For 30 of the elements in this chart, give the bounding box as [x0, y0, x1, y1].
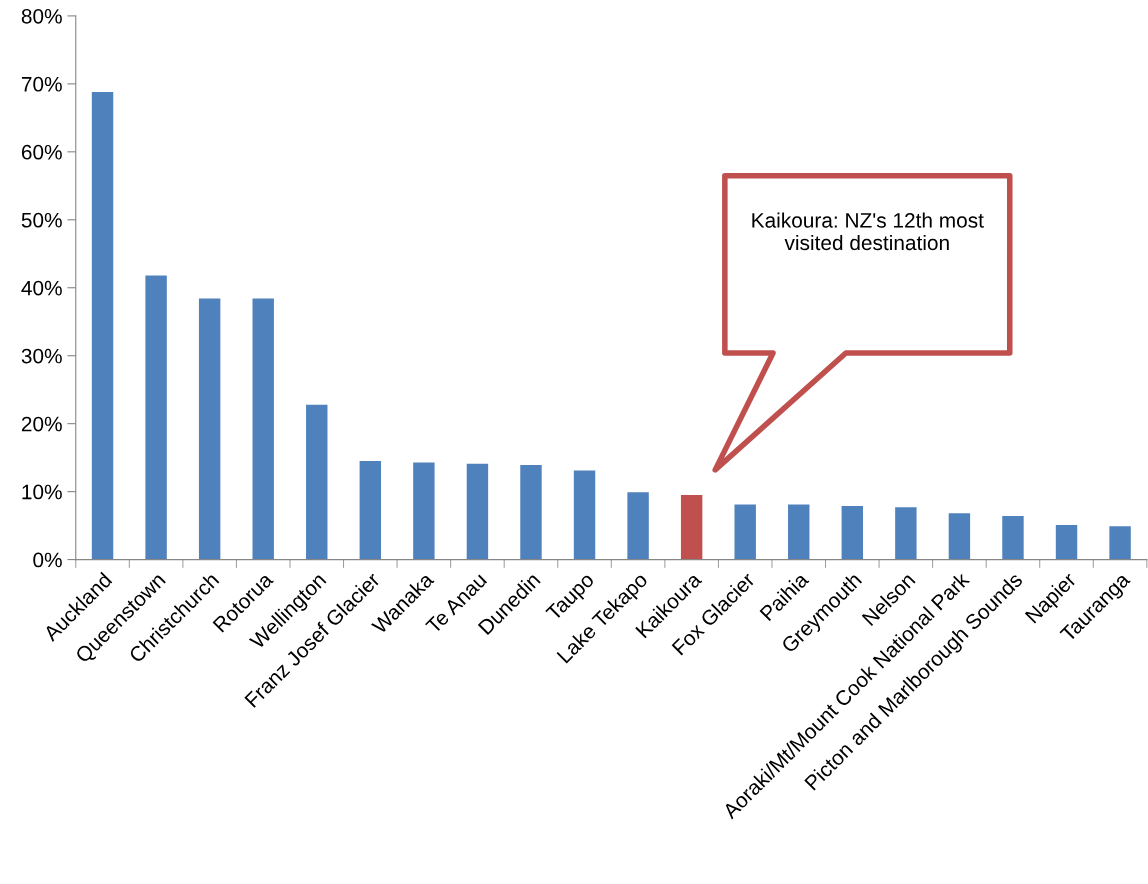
bar: [680, 495, 703, 560]
bar: [734, 504, 756, 560]
y-tick-label: 0%: [33, 552, 62, 568]
bar: [1055, 524, 1078, 560]
y-tick-label: 70%: [21, 76, 62, 92]
bar: [948, 513, 971, 560]
bar: [359, 461, 382, 560]
y-tick-label: 50%: [21, 212, 62, 228]
bar: [252, 298, 274, 560]
y-tick-label: 40%: [21, 280, 62, 296]
bar: [841, 505, 864, 560]
bar: [1109, 526, 1131, 560]
y-tick-label: 30%: [21, 348, 62, 364]
bar: [627, 492, 649, 560]
bar: [145, 275, 167, 560]
bar: [788, 504, 810, 560]
annotation: Kaikoura: NZ's 12th most visited destination: [752, 212, 984, 251]
bar: [466, 463, 489, 560]
bar: [91, 92, 114, 560]
bar: [306, 404, 328, 560]
bar: [413, 462, 435, 560]
bar: [895, 507, 917, 560]
bar: [573, 470, 596, 560]
y-tick-label: 20%: [21, 416, 62, 432]
y-tick-label: 10%: [22, 484, 62, 500]
bar: [198, 298, 221, 560]
y-tick-label: 60%: [21, 144, 62, 160]
bar: [520, 465, 542, 560]
y-tick-label: 80%: [21, 8, 62, 24]
bar: [1002, 516, 1024, 560]
